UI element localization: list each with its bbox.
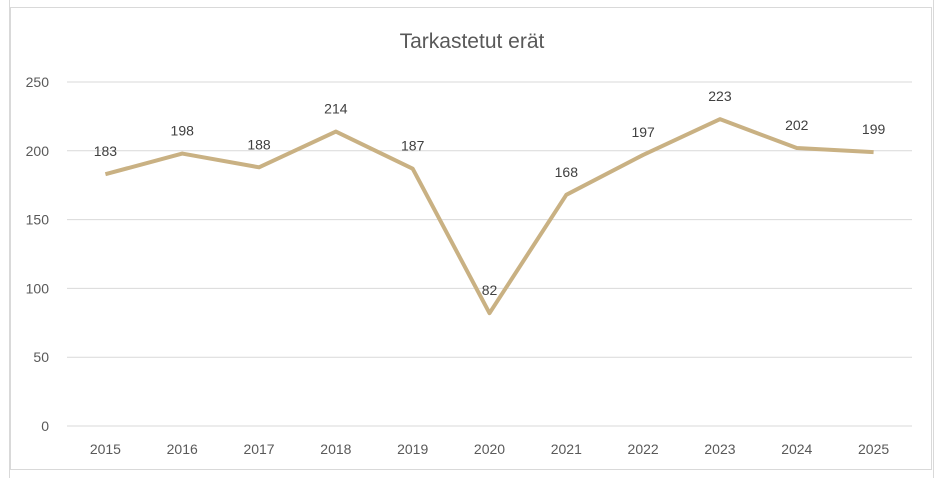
data-label: 168 (555, 164, 579, 180)
data-label: 214 (324, 101, 348, 117)
gridlines (67, 81, 912, 427)
data-label: 223 (708, 88, 732, 104)
x-tick-label: 2015 (90, 441, 121, 457)
sheet-gridline-left (9, 0, 10, 478)
data-label: 199 (862, 121, 886, 137)
data-label: 202 (785, 117, 809, 133)
x-tick-label: 2020 (474, 441, 505, 457)
x-tick-label: 2024 (781, 441, 812, 457)
data-label: 197 (631, 124, 655, 140)
y-tick-label: 150 (26, 212, 50, 228)
x-tick-label: 2019 (397, 441, 428, 457)
x-tick-label: 2017 (243, 441, 274, 457)
y-tick-label: 200 (26, 143, 50, 159)
y-tick-label: 100 (26, 280, 50, 296)
data-label: 187 (401, 138, 425, 154)
y-axis: 0 50 100 150 200 250 (26, 74, 50, 434)
y-tick-label: 250 (26, 74, 50, 90)
chart-title: Tarkastetut erät (400, 30, 545, 53)
data-label: 183 (94, 143, 118, 159)
x-tick-label: 2021 (551, 441, 582, 457)
x-tick-label: 2025 (858, 441, 889, 457)
data-label: 82 (482, 282, 498, 298)
data-label: 198 (171, 123, 195, 139)
data-label: 188 (247, 136, 271, 152)
x-tick-label: 2018 (320, 441, 351, 457)
x-axis: 2015 2016 2017 2018 2019 2020 2021 2022 2023 2024… (90, 441, 890, 457)
chart-area[interactable] (10, 7, 932, 470)
series-line (104, 117, 874, 316)
x-tick-label: 2022 (628, 441, 659, 457)
data-labels: 183 198 188 214 187 82 168 197 223 202 199 (94, 88, 886, 298)
y-tick-label: 0 (41, 418, 49, 434)
y-tick-label: 50 (33, 349, 49, 365)
x-tick-label: 2016 (167, 441, 198, 457)
sheet-gridline-right (933, 0, 934, 478)
x-tick-label: 2023 (704, 441, 735, 457)
